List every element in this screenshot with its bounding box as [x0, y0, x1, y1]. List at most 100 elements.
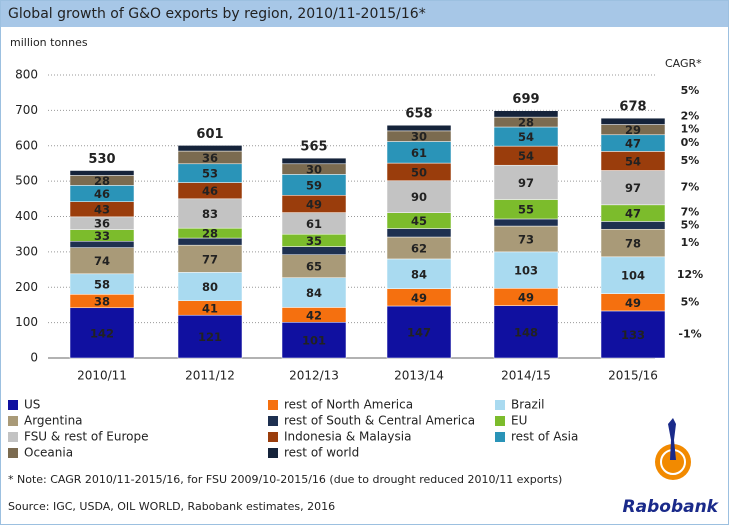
segment-label: 54 — [625, 154, 641, 168]
legend-swatch — [268, 432, 278, 442]
bar-segment — [493, 164, 559, 200]
bar-segment — [600, 310, 666, 359]
bar-segment — [493, 251, 559, 289]
y-tick-label: 600 — [15, 138, 38, 152]
cagr-label: 0% — [681, 136, 700, 149]
bar-segment — [493, 305, 559, 359]
legend-swatch — [8, 400, 18, 410]
logo — [655, 418, 691, 480]
segment-label: 49 — [625, 296, 641, 310]
segment-label: 46 — [94, 187, 110, 201]
segment-label: 54 — [518, 149, 534, 163]
bar-segment — [600, 170, 666, 206]
bar-segment — [386, 180, 452, 213]
legend-label: Argentina — [24, 414, 83, 428]
y-tick-label: 700 — [15, 103, 38, 117]
segment-label: 101 — [302, 334, 326, 348]
bar-segment — [493, 225, 559, 253]
x-tick-label: 2013/14 — [394, 369, 444, 383]
segment-label: 29 — [625, 123, 641, 137]
segment-label: 36 — [94, 217, 110, 231]
source: Source: IGC, USDA, OIL WORLD, Rabobank e… — [8, 500, 335, 513]
legend-swatch — [495, 416, 505, 426]
total-label: 658 — [405, 107, 432, 122]
legend-swatch — [495, 432, 505, 442]
segment-label: 49 — [518, 290, 534, 304]
cagr-label: -1% — [678, 327, 701, 340]
segment-label: 54 — [518, 130, 534, 144]
bar-segment — [177, 272, 243, 301]
segment-label: 77 — [202, 252, 218, 266]
y-tick-label: 200 — [15, 280, 38, 294]
x-tick-label: 2012/13 — [289, 369, 339, 383]
total-label: 699 — [512, 92, 539, 107]
bar-segment — [177, 314, 243, 359]
segment-label: 142 — [90, 326, 114, 340]
y-axis-label: million tonnes — [10, 36, 88, 49]
segment-label: 83 — [202, 207, 218, 221]
segment-label: 121 — [198, 330, 222, 344]
segment-label: 84 — [411, 267, 427, 281]
x-tick-label: 2014/15 — [501, 369, 551, 383]
segment-label: 104 — [621, 269, 645, 283]
segment-label: 97 — [625, 181, 641, 195]
bar-segment — [281, 322, 347, 359]
segment-label: 28 — [202, 227, 218, 241]
segment-label: 147 — [407, 325, 431, 339]
legend-label: Indonesia & Malaysia — [284, 430, 411, 444]
segment-label: 84 — [306, 286, 322, 300]
legend-swatch — [8, 432, 18, 442]
chart-title: Global growth of G&O exports by region, … — [8, 6, 426, 22]
segment-label: 55 — [518, 203, 534, 217]
bar-segment — [386, 124, 452, 132]
segment-label: 62 — [411, 241, 427, 255]
legend-label: rest of Asia — [511, 430, 578, 444]
cagr-label: 2% — [681, 110, 700, 123]
bar-segment — [493, 110, 559, 118]
bar-segment — [177, 198, 243, 229]
bar-segment — [69, 170, 135, 176]
segment-label: 42 — [306, 308, 322, 322]
legend-swatch — [268, 400, 278, 410]
legend-swatch — [495, 400, 505, 410]
segment-label: 41 — [202, 301, 218, 315]
bar-segment — [177, 145, 243, 152]
bar-segment — [600, 117, 666, 125]
total-label: 601 — [196, 127, 223, 142]
cagr-label: 12% — [677, 268, 703, 281]
bar-segment — [493, 218, 559, 227]
cagr-label: 5% — [681, 218, 700, 231]
total-label: 565 — [300, 140, 327, 155]
cagr-label: 7% — [681, 181, 700, 194]
segment-label: 133 — [621, 328, 645, 342]
bar-segment — [600, 221, 666, 230]
legend-label: FSU & rest of Europe — [24, 430, 148, 444]
segment-label: 49 — [306, 197, 322, 211]
segment-label: 46 — [202, 184, 218, 198]
segment-label: 49 — [411, 291, 427, 305]
segment-label: 28 — [518, 116, 534, 130]
segment-label: 30 — [306, 163, 322, 177]
legend-label: Brazil — [511, 398, 545, 412]
segment-label: 80 — [202, 280, 218, 294]
bar-segment — [281, 157, 347, 165]
y-tick-label: 100 — [15, 315, 38, 329]
segment-label: 103 — [514, 264, 538, 278]
segment-label: 74 — [94, 254, 110, 268]
segment-label: 30 — [411, 130, 427, 144]
segment-label: 47 — [625, 137, 641, 151]
legend-swatch — [268, 448, 278, 458]
x-tick-label: 2010/11 — [77, 369, 127, 383]
total-label: 530 — [88, 152, 115, 167]
segment-label: 43 — [94, 203, 110, 217]
segment-label: 47 — [625, 207, 641, 221]
legend-label: US — [24, 398, 40, 412]
note: * Note: CAGR 2010/11-2015/16, for FSU 20… — [8, 473, 562, 486]
segment-label: 35 — [306, 234, 322, 248]
x-tick-label: 2015/16 — [608, 369, 658, 383]
segment-label: 58 — [94, 278, 110, 292]
segment-label: 90 — [411, 190, 427, 204]
total-label: 678 — [619, 100, 646, 115]
segment-label: 45 — [411, 214, 427, 228]
